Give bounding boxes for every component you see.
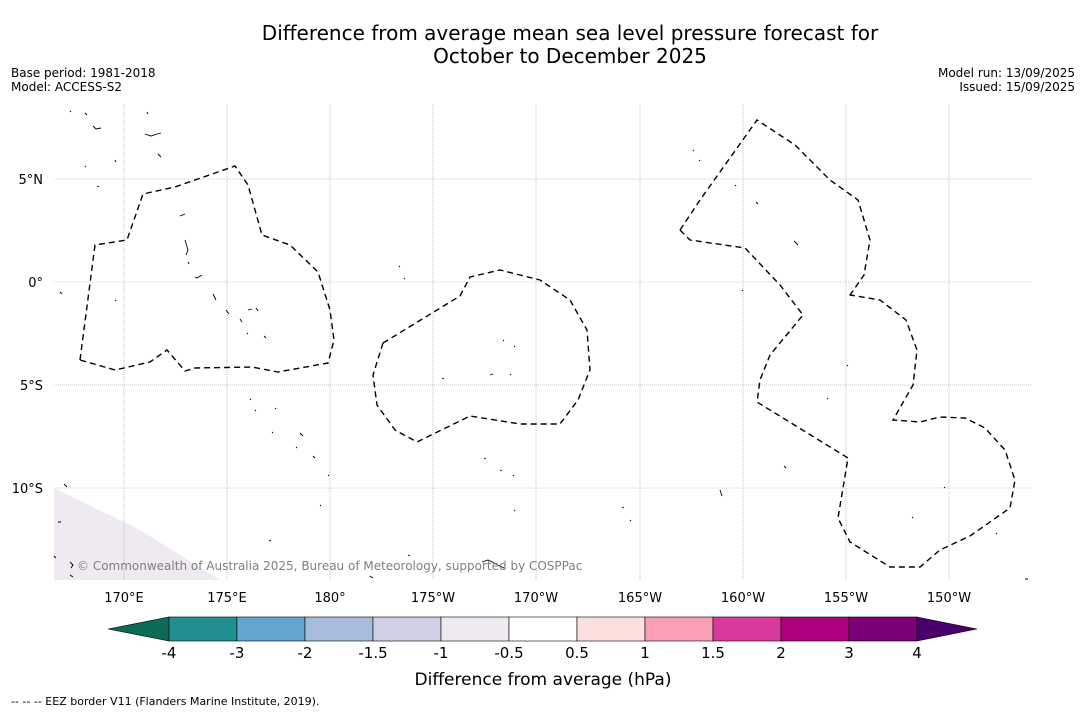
colorbar-extend-low xyxy=(107,616,170,642)
colorbar-cell xyxy=(576,616,646,642)
colorbar-tick-label: 1.5 xyxy=(701,644,725,662)
colorbar-tick-label: -1.5 xyxy=(358,644,387,662)
lat-label-0: 0° xyxy=(28,276,43,291)
colorbar-tick-label: -1 xyxy=(434,644,449,662)
gridlines xyxy=(54,104,1031,580)
colorbar-tick-label: 3 xyxy=(844,644,854,662)
colorbar-cell xyxy=(440,616,510,642)
colorbar-tick-label: -4 xyxy=(162,644,177,662)
meta-right: Model run: 13/09/2025 Issued: 15/09/2025 xyxy=(938,66,1075,94)
lat-labels: 5°N 0° 5°S 10°S xyxy=(12,173,43,497)
colorbar-cell xyxy=(304,616,374,642)
colorbar-cell xyxy=(372,616,442,642)
colorbar-tick-label: 4 xyxy=(912,644,922,662)
lon-label: 170°E xyxy=(104,591,144,606)
eez-phoenix-islands xyxy=(372,269,591,443)
colorbar-ticks: -4 -3 -2 -1.5 -1 -0.5 0.5 1 1.5 2 3 4 xyxy=(162,644,922,662)
map-title-line1: Difference from average mean sea level p… xyxy=(261,21,879,45)
colorbar-tick-label: -3 xyxy=(230,644,245,662)
colorbar-tick-label: -0.5 xyxy=(494,644,523,662)
colorbar-cell xyxy=(236,616,306,642)
lon-label: 170°W xyxy=(514,591,558,606)
eez-line-islands-north xyxy=(679,119,871,299)
lon-label: 175°W xyxy=(411,591,455,606)
colorbar-cell xyxy=(712,616,782,642)
colorbar-cell xyxy=(508,616,578,642)
lon-label: 165°W xyxy=(618,591,662,606)
colorbar-tick-label: 2 xyxy=(776,644,786,662)
colorbar-cell xyxy=(644,616,714,642)
colorbar-extend-high xyxy=(916,616,978,642)
base-period-text: Base period: 1981-2018 xyxy=(11,66,156,80)
colorbar-cell xyxy=(168,616,238,642)
eez-legend-footer: -- -- -- EEZ border V11 (Flanders Marine… xyxy=(11,695,320,708)
map-background xyxy=(54,104,1031,580)
map-title-line2: October to December 2025 xyxy=(433,44,707,68)
lon-label: 160°W xyxy=(721,591,765,606)
lat-label-5n: 5°N xyxy=(19,173,44,188)
colorbar-tick-label: 1 xyxy=(640,644,650,662)
lat-label-5s: 5°S xyxy=(20,379,43,394)
colorbar-tick-label: 0.5 xyxy=(565,644,589,662)
colorbar-tick-label: -2 xyxy=(298,644,313,662)
colorbar-cell xyxy=(780,616,850,642)
lon-label: 180° xyxy=(314,591,345,606)
eez-line-islands-south xyxy=(679,229,1016,568)
eez-kiribati-gilbert xyxy=(79,165,335,373)
lon-label: 150°W xyxy=(927,591,971,606)
map-panel: © Commonwealth of Australia 2025, Bureau… xyxy=(53,104,1031,580)
map-title: Difference from average mean sea level p… xyxy=(0,22,1085,68)
model-text: Model: ACCESS-S2 xyxy=(11,80,123,94)
meta-left: Base period: 1981-2018 Model: ACCESS-S2 xyxy=(11,66,156,94)
model-run-text: Model run: 13/09/2025 xyxy=(937,66,1075,80)
eez-borders xyxy=(79,119,1016,568)
lon-label: 155°W xyxy=(824,591,868,606)
colorbar-cell xyxy=(848,616,918,642)
lon-label: 175°E xyxy=(207,591,247,606)
issued-text: Issued: 15/09/2025 xyxy=(959,80,1075,94)
colorbar-cells xyxy=(168,616,918,642)
colorbar: -4 -3 -2 -1.5 -1 -0.5 0.5 1 1.5 2 3 4 Difference fr… xyxy=(107,616,978,690)
colorbar-title: Difference from average (hPa) xyxy=(415,670,672,690)
lon-labels: 170°E 175°E 180° 175°W 170°W 165°W 160°W… xyxy=(104,591,971,606)
lat-label-10s: 10°S xyxy=(12,482,43,497)
copyright-text: © Commonwealth of Australia 2025, Bureau… xyxy=(77,559,582,573)
anomaly-shading xyxy=(54,488,220,580)
coastlines xyxy=(53,110,1028,580)
